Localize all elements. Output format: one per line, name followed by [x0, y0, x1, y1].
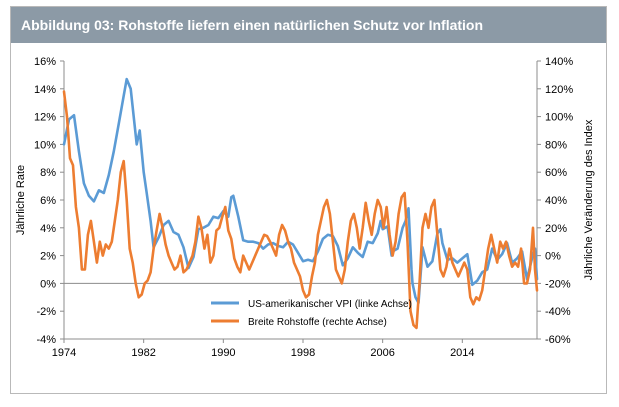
- x-tick-label: 1998: [291, 347, 315, 359]
- y-tick-right-label: 60%: [545, 167, 567, 179]
- y-axis-title-left: Jährliche Rate: [15, 165, 27, 235]
- y-tick-left-label: 6%: [40, 195, 56, 207]
- y-tick-left-label: 4%: [40, 223, 56, 235]
- y-tick-left-label: 16%: [34, 56, 56, 68]
- y-tick-left-label: -4%: [36, 334, 56, 346]
- chart-title: Abbildung 03: Rohstoffe liefern einen na…: [11, 7, 606, 43]
- y-tick-right-label: -20%: [545, 278, 571, 290]
- chart-frame: Abbildung 03: Rohstoffe liefern einen na…: [10, 6, 607, 394]
- x-tick-label: 2014: [450, 347, 474, 359]
- y-tick-left-label: 14%: [34, 84, 56, 96]
- y-tick-left-label: -2%: [36, 306, 56, 318]
- axes: -4% -2% 0% 2% 4% 6% 8% 10% 12% 14% 16% -60% -40% -20%…: [34, 56, 573, 359]
- y-tick-left-label: 8%: [40, 167, 56, 179]
- y-tick-right-label: -60%: [545, 334, 571, 346]
- x-tick-label: 1974: [52, 347, 76, 359]
- y-tick-right-label: 100%: [545, 112, 573, 124]
- y-tick-right-label: 140%: [545, 56, 573, 68]
- x-tick-label: 2006: [370, 347, 394, 359]
- legend-label-cpi: US-amerikanischer VPI (linke Achse): [248, 299, 412, 310]
- series-line-commodities: [62, 90, 539, 330]
- y-tick-left-label: 0%: [40, 278, 56, 290]
- legend: US-amerikanischer VPI (linke Achse) Brei…: [211, 299, 412, 328]
- series-line-cpi: [62, 77, 539, 305]
- y-tick-right-label: 20%: [545, 223, 567, 235]
- y-tick-left-label: 12%: [34, 112, 56, 124]
- y-tick-right-label: -40%: [545, 306, 571, 318]
- series-layer: [62, 77, 539, 330]
- y-tick-right-label: 120%: [545, 84, 573, 96]
- y-tick-left-label: 10%: [34, 139, 56, 151]
- y-tick-right-label: 80%: [545, 139, 567, 151]
- x-tick-label: 1990: [211, 347, 235, 359]
- y-tick-left-label: 2%: [40, 251, 56, 263]
- y-axis-title-right: Jährliche Veränderung des Index: [583, 119, 595, 280]
- y-tick-right-label: 0%: [545, 251, 561, 263]
- legend-label-commodities: Breite Rohstoffe (rechte Achse): [248, 317, 387, 328]
- x-tick-label: 1982: [131, 347, 155, 359]
- y-tick-right-label: 40%: [545, 195, 567, 207]
